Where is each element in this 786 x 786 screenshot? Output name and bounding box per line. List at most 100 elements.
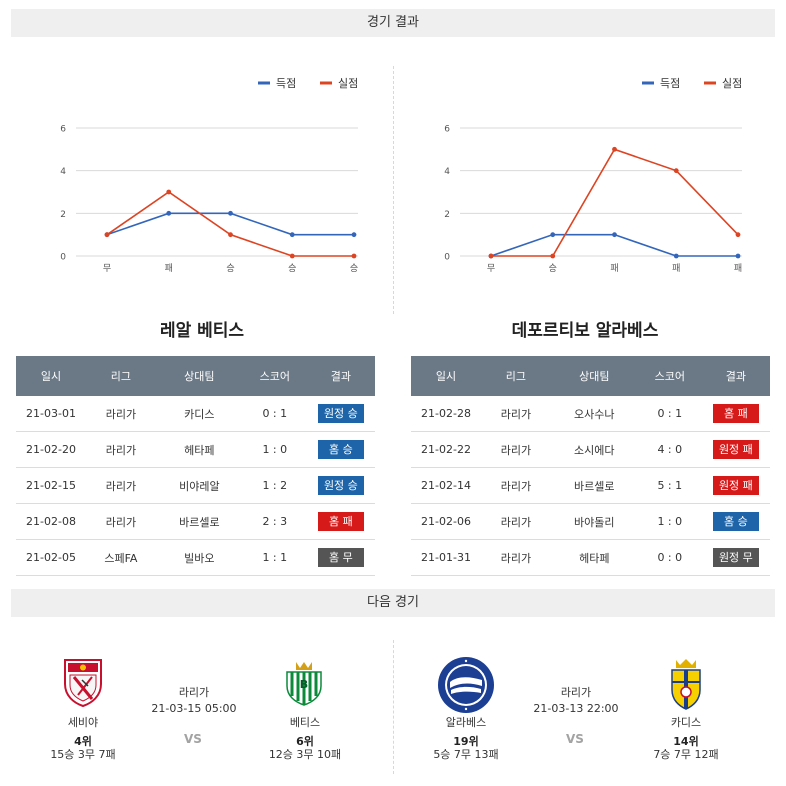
left-results-table: 일시 리그 상대팀 스코어 결과 21-03-01 라리가 카디스 0 : 1 원정 승… <box>16 356 375 576</box>
cadiz-rank: 14위 <box>673 735 699 748</box>
series-point-1 <box>351 253 357 259</box>
x-tick-label: 승 <box>226 263 234 274</box>
match-result-cell: 원정 무 <box>701 539 770 576</box>
table-row: 21-02-05 스페FA 빌바오 1 : 1 홈 무 <box>16 539 375 576</box>
series-point-1 <box>488 253 494 259</box>
match-score: 1 : 0 <box>242 431 307 468</box>
match-opponent: 소시에다 <box>550 431 638 468</box>
table-row: 21-02-08 라리가 바르셀로 2 : 3 홈 패 <box>16 503 375 540</box>
cadiz-name: 카디스 <box>670 716 702 729</box>
left-vs-label: VS <box>184 732 202 746</box>
match-opponent: 오사수나 <box>550 396 638 432</box>
match-opponent: 바르셀로 <box>550 467 638 504</box>
match-league: 라리가 <box>481 539 551 576</box>
y-tick-label: 2 <box>60 210 66 220</box>
table-row: 21-01-31 라리가 헤타페 0 : 0 원정 무 <box>411 539 770 576</box>
results-divider <box>393 66 394 314</box>
x-tick-label: 승 <box>350 263 358 274</box>
y-tick-label: 0 <box>444 253 450 263</box>
legend-label-0: 득점 <box>660 77 680 90</box>
table-row: 21-02-15 라리가 비야레알 1 : 2 원정 승 <box>16 467 375 504</box>
header-date: 일시 <box>411 356 482 396</box>
y-tick-label: 4 <box>60 167 66 177</box>
series-point-1 <box>735 232 741 238</box>
result-badge: 홈 패 <box>317 512 364 531</box>
table-row: 21-02-20 라리가 헤타페 1 : 0 홈 승 <box>16 431 375 468</box>
series-point-1 <box>166 189 172 195</box>
legend-label-1: 실점 <box>338 77 358 90</box>
x-tick-label: 무 <box>103 263 111 274</box>
match-date: 21-02-08 <box>16 503 86 540</box>
match-league: 스페FA <box>86 539 156 576</box>
header-date: 일시 <box>16 356 86 396</box>
match-result-cell: 홈 무 <box>306 539 375 576</box>
table-row: 21-02-06 라리가 바야돌리 1 : 0 홈 승 <box>411 503 770 540</box>
header-result: 결과 <box>701 356 770 396</box>
alaves-rank: 19위 <box>453 735 479 748</box>
legend-label-0: 득점 <box>276 77 296 90</box>
left-next-league: 라리가 <box>178 686 210 699</box>
match-score: 4 : 0 <box>637 431 702 468</box>
sevilla-crest-icon <box>64 659 102 708</box>
right-form-chart: 득점 실점 0 2 4 6 무 승 패 패 패 <box>424 68 764 278</box>
match-score: 0 : 1 <box>637 396 702 432</box>
match-date: 21-02-14 <box>411 467 482 504</box>
header-league: 리그 <box>86 356 156 396</box>
match-opponent: 바야돌리 <box>550 503 638 540</box>
match-date: 21-02-05 <box>16 539 86 576</box>
series-point-1 <box>289 253 295 259</box>
match-date: 21-03-01 <box>16 396 86 432</box>
left-next-datetime: 21-03-15 05:00 <box>151 702 237 715</box>
alaves-name: 알라베스 <box>445 716 487 729</box>
match-league: 라리가 <box>86 396 156 432</box>
result-badge: 원정 승 <box>317 404 364 423</box>
match-date: 21-02-06 <box>411 503 482 540</box>
header-score: 스코어 <box>242 356 307 396</box>
match-league: 라리가 <box>86 467 156 504</box>
sevilla-record: 15승 3무 7패 <box>50 748 116 761</box>
match-score: 1 : 0 <box>637 503 702 540</box>
series-point-1 <box>104 232 110 238</box>
match-opponent: 헤타페 <box>550 539 638 576</box>
betis-name: 베티스 <box>289 716 321 729</box>
match-score: 2 : 3 <box>242 503 307 540</box>
header-opponent: 상대팀 <box>550 356 638 396</box>
betis-crest-icon: B <box>286 662 322 706</box>
y-tick-label: 4 <box>444 167 450 177</box>
cadiz-crest-icon <box>671 659 701 710</box>
match-opponent: 카디스 <box>155 396 243 432</box>
right-team-title: 데포르티보 알라베스 <box>511 321 659 341</box>
left-form-chart: 득점 실점 0 2 4 6 무 패 승 승 승 <box>40 68 380 278</box>
result-badge: 홈 승 <box>317 440 364 459</box>
match-date: 21-02-28 <box>411 396 482 432</box>
match-score: 0 : 0 <box>637 539 702 576</box>
series-point-0 <box>550 232 556 238</box>
table-header-row: 일시 리그 상대팀 스코어 결과 <box>16 356 375 396</box>
match-result-cell: 원정 패 <box>701 467 770 504</box>
series-line-1 <box>491 148 739 257</box>
result-badge: 원정 승 <box>317 476 364 495</box>
match-score: 0 : 1 <box>242 396 307 432</box>
series-point-0 <box>228 210 233 216</box>
y-tick-label: 2 <box>444 210 450 220</box>
betis-record: 12승 3무 10패 <box>268 748 342 761</box>
legend-label-1: 실점 <box>722 77 742 90</box>
right-next-league: 라리가 <box>560 686 592 699</box>
match-opponent: 비야레알 <box>155 467 243 504</box>
right-vs-label: VS <box>566 732 584 746</box>
match-score: 1 : 2 <box>242 467 307 504</box>
series-point-1 <box>673 168 679 174</box>
result-badge: 홈 승 <box>712 512 759 531</box>
sevilla-rank: 4위 <box>74 735 92 748</box>
sevilla-name: 세비야 <box>67 716 99 729</box>
x-tick-label: 패 <box>165 263 173 274</box>
left-form-chart-svg: 득점 실점 0 2 4 6 무 패 승 승 승 <box>60 77 358 274</box>
header-result: 결과 <box>306 356 375 396</box>
results-section-title: 경기 결과 <box>11 9 775 37</box>
series-line-0 <box>490 233 738 257</box>
betis-rank: 6위 <box>296 735 314 748</box>
match-league: 라리가 <box>481 467 551 504</box>
table-header-row: 일시 리그 상대팀 스코어 결과 <box>411 356 770 396</box>
match-opponent: 바르셀로 <box>155 503 243 540</box>
